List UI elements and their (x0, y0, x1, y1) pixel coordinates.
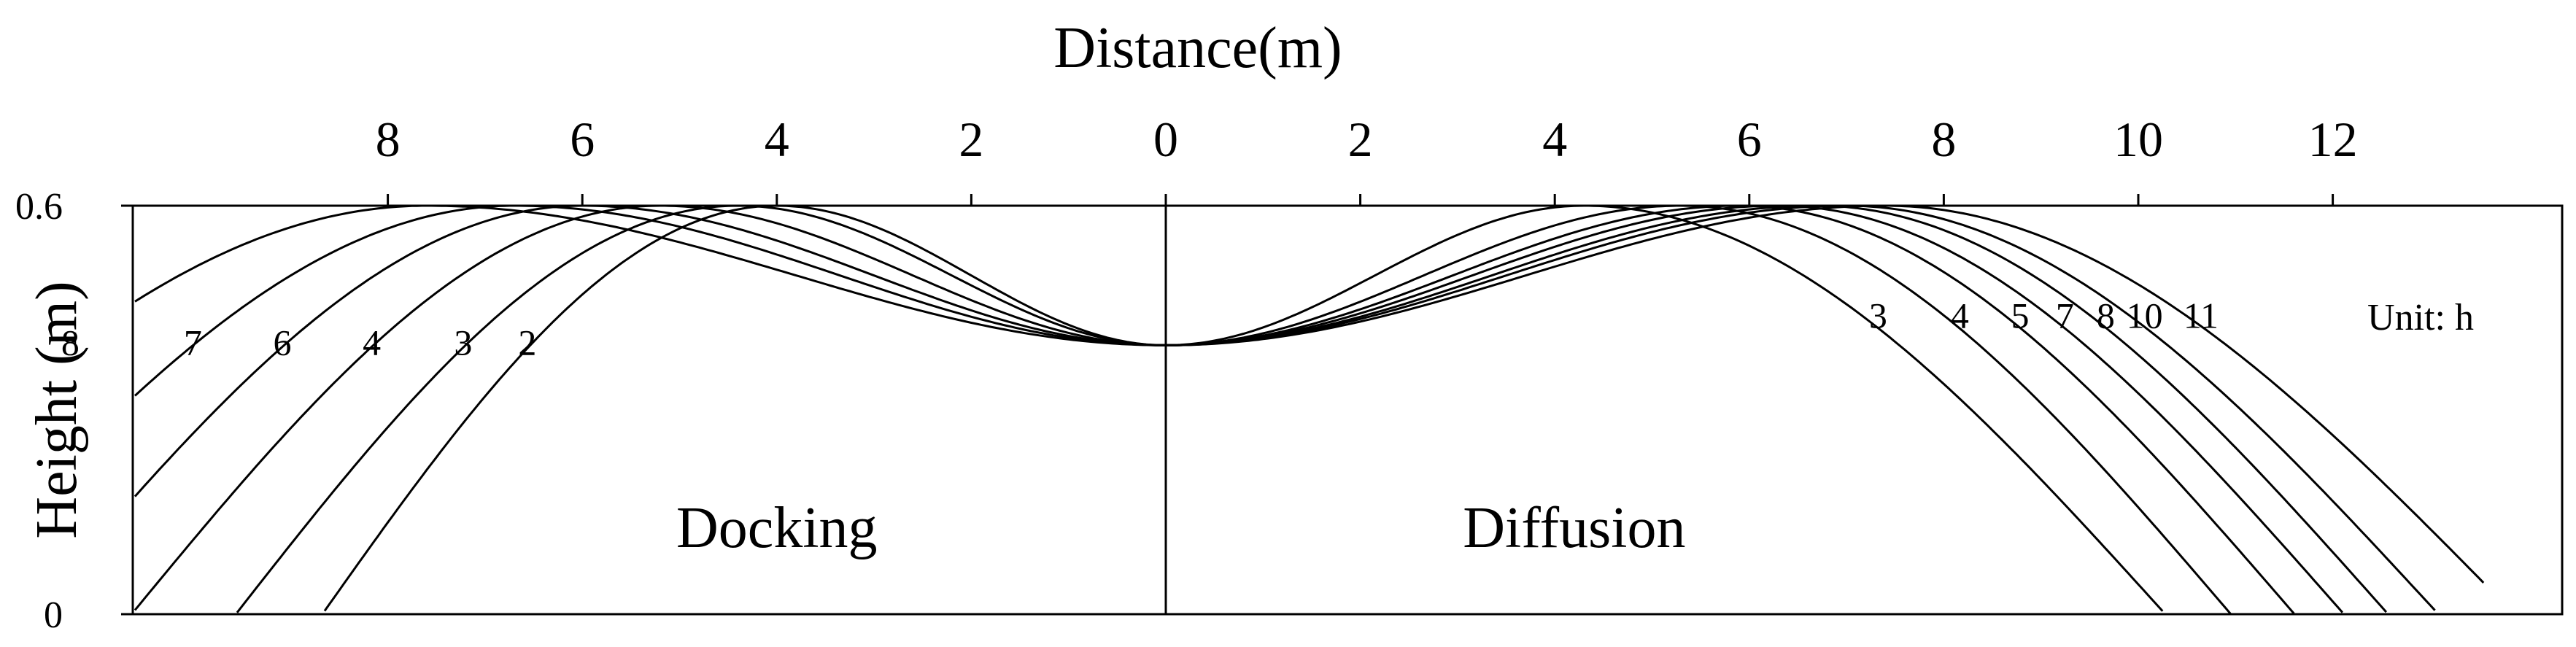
diffusion-curve-label-3: 3 (1869, 295, 1887, 336)
docking-curve-7 (134, 204, 1166, 397)
x-tick-label: 4 (765, 112, 789, 167)
x-tick-label: 8 (376, 112, 401, 167)
region-label: Diffusion (1463, 496, 1685, 560)
x-tick-label: 6 (1737, 112, 1762, 167)
diffusion-curve-label-7: 7 (2056, 295, 2074, 336)
diffusion-curve-label-5: 5 (2011, 295, 2030, 336)
diffusion-curve-10 (1166, 204, 2436, 611)
diffusion-curve-7 (1166, 204, 2344, 613)
docking-curve-label-6: 6 (273, 322, 291, 363)
docking-curve-label-7: 7 (184, 322, 202, 363)
y-tick-label: 0 (44, 594, 63, 636)
docking-curve-label-2: 2 (518, 322, 536, 363)
y-tick-label: 0.6 (15, 186, 63, 228)
docking-curve-4 (134, 204, 1166, 611)
diffusion-curve-3 (1166, 204, 2164, 612)
docking-curve-6 (134, 204, 1166, 497)
x-tick-label: 0 (1153, 112, 1178, 167)
docking-curve-2 (323, 204, 1166, 612)
diffusion-curve-11 (1166, 204, 2485, 584)
plot-frame (131, 204, 2564, 616)
diffusion-curve-label-4: 4 (1951, 295, 1969, 336)
diffusion-curve-label-11: 11 (2184, 295, 2219, 336)
unit-note: Unit: h (2367, 297, 2474, 338)
diffusion-curve-5 (1166, 204, 2295, 614)
x-tick-label: 2 (959, 112, 983, 167)
x-tick-label: 6 (570, 112, 595, 167)
diffusion-curve-label-8: 8 (2097, 295, 2115, 336)
diffusion-curve-4 (1166, 204, 2232, 615)
docking-curve-label-4: 4 (363, 322, 381, 363)
docking-curve-8 (134, 204, 1166, 346)
docking-curve-label-8: 8 (61, 322, 80, 363)
x-tick-label: 8 (1931, 112, 1956, 167)
x-axis-title: Distance(m) (1053, 16, 1342, 80)
y-axis-title: Height (m) (25, 281, 89, 538)
x-tick-label: 4 (1542, 112, 1567, 167)
x-tick-label: 2 (1348, 112, 1373, 167)
x-tick-label: 12 (2308, 112, 2358, 167)
x-tick-label: 10 (2113, 112, 2163, 167)
diffusion-curve-8 (1166, 204, 2388, 613)
docking-curve-label-3: 3 (454, 322, 472, 363)
diffusion-curve-label-10: 10 (2127, 295, 2163, 336)
region-label: Docking (676, 496, 878, 560)
